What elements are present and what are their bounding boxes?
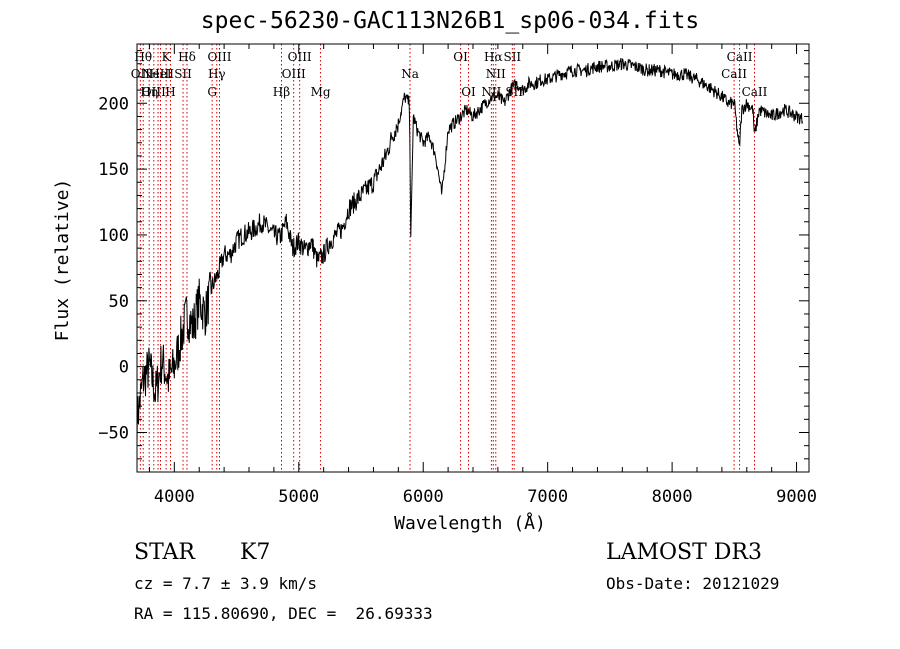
line-label: Hθ [134,50,152,64]
line-label: NeIII [142,67,174,81]
line-label: OIII [207,50,231,64]
line-label: OII [131,67,151,81]
y-tick-label: 50 [109,292,129,312]
survey-name: LAMOST DR3 [606,540,762,565]
y-tick-label: 100 [98,226,129,246]
line-label: SII [503,50,521,64]
line-label: OIII [282,67,306,81]
line-label: Hβ [273,85,290,99]
emission-line-labels: OIIHθHηOIIINeIIIHeIKHSIIHδGHγOIIIHβOIIIO… [131,50,768,99]
y-tick-label: 200 [98,94,129,114]
line-label: CaII [727,50,753,64]
line-label: OIII [288,50,312,64]
y-axis-ticks: −50 0 50 100 150 200 [98,50,809,460]
y-tick-label: 150 [98,160,129,180]
line-label: OI [453,50,468,64]
x-tick-label: 6000 [403,487,444,507]
line-label: K [162,50,172,64]
line-label: Hδ [178,50,196,64]
x-tick-label: 5000 [278,487,319,507]
observation-date: Obs-Date: 20121029 [606,574,780,593]
chart-title: spec-56230-GAC113N26B1_sp06-034.fits [200,8,700,34]
line-label: NII [486,67,506,81]
line-label: G [207,85,217,99]
line-label: CaII [742,85,768,99]
line-label: Hγ [208,67,226,81]
x-axis-label: Wavelength (Å) [394,512,546,534]
line-label: HeI [149,67,172,81]
emission-line-markers [139,44,755,472]
x-tick-label: 4000 [154,487,195,507]
y-tick-label: 0 [119,358,129,378]
y-tick-label: −50 [98,423,129,443]
spectrum-series [136,58,803,444]
x-tick-label: 9000 [776,487,817,507]
line-label: Na [401,67,419,81]
redshift-info: cz = 7.7 ± 3.9 km/s [134,574,318,593]
line-label: SII [174,67,192,81]
line-label: Hα [484,50,503,64]
line-label: Hη [140,85,158,99]
x-axis-ticks: 4000 5000 6000 7000 8000 9000 [148,44,817,507]
line-label: OIII [142,85,166,99]
axes-box [136,43,810,473]
line-label: Mg [311,85,331,99]
spectrum-line [136,58,803,444]
x-tick-label: 8000 [652,487,693,507]
object-subclass: K7 [240,540,271,565]
y-axis-label: Flux (relative) [52,179,73,342]
object-class: STAR [134,540,195,565]
coordinates: RA = 115.80690, DEC = 26.69333 [134,604,433,623]
plot-frame [136,43,810,473]
line-label: CaII [721,67,747,81]
line-label: OI [461,85,476,99]
line-label: H [165,85,175,99]
x-tick-label: 7000 [527,487,568,507]
